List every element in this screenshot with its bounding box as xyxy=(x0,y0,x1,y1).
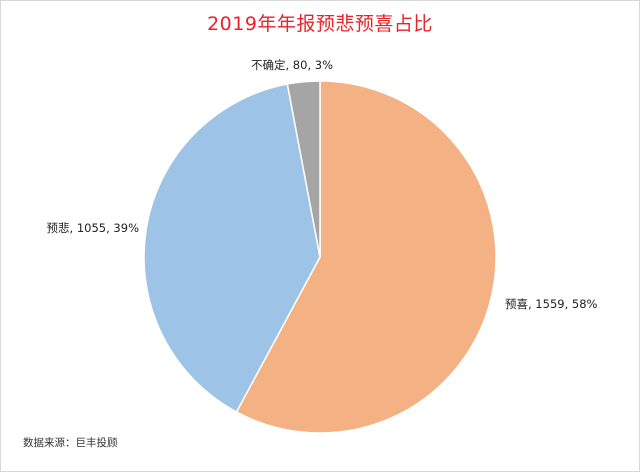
pie-slice-1 xyxy=(235,80,497,434)
chart-title: 2019年年报预悲预喜占比 xyxy=(207,13,433,35)
slice-data-label-2: 预悲, 1055, 39% xyxy=(47,221,140,235)
slice-data-label-3: 不确定, 80, 3% xyxy=(251,58,333,72)
pie-slice-2 xyxy=(143,83,321,413)
source-note: 数据来源：巨丰投顾 xyxy=(23,437,118,449)
pie-slice-3 xyxy=(286,80,321,258)
slice-data-label-1: 预喜, 1559, 58% xyxy=(505,297,598,311)
